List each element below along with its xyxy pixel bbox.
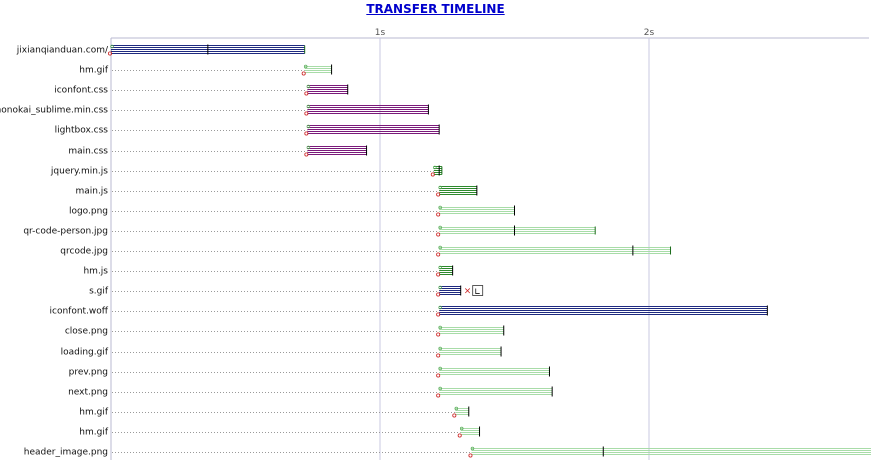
row-label: iconfont.woff <box>50 307 109 317</box>
row-label: hm.gif <box>79 428 109 438</box>
request-dot-icon <box>438 346 442 351</box>
timeline-row: close.png <box>65 325 505 337</box>
start-dot-icon <box>108 51 113 56</box>
start-dot-icon <box>436 312 441 317</box>
timeline-row: lightbox.css <box>55 124 440 136</box>
row-label: jixianqianduan.com/ <box>16 46 109 56</box>
start-dot-icon <box>436 332 441 337</box>
start-dot-icon <box>436 272 441 277</box>
start-dot-icon <box>304 131 309 136</box>
timeline-row: iconfont.css <box>54 84 349 96</box>
row-label: loading.gif <box>61 348 109 358</box>
row-label: iconfont.css <box>54 86 108 96</box>
request-dot-icon <box>110 44 114 49</box>
row-label: prev.png <box>69 368 108 378</box>
start-dot-icon <box>430 172 435 177</box>
start-dot-icon <box>301 71 306 76</box>
request-dot-icon <box>306 104 311 109</box>
start-dot-icon <box>436 373 441 378</box>
start-dot-icon <box>436 212 441 217</box>
timeline-row: iconfont.woff <box>50 305 768 317</box>
request-dot-icon <box>459 426 464 431</box>
request-dot-icon <box>306 84 311 89</box>
timeline-row: qr-code-person.jpg <box>23 225 596 237</box>
row-label: lightbox.css <box>55 126 109 136</box>
start-dot-icon <box>436 353 441 358</box>
row-label: hm.gif <box>79 66 109 76</box>
row-label: hm.gif <box>79 408 109 418</box>
row-label: qrcode.jpg <box>60 247 108 257</box>
info-box-icon <box>472 285 484 296</box>
request-dot-icon <box>306 145 311 150</box>
timeline-row: next.png <box>68 386 553 398</box>
request-dot-icon <box>438 305 442 310</box>
timeline-row: loading.gif <box>61 346 502 358</box>
start-dot-icon <box>436 192 441 197</box>
timeline-row: s.gif × <box>89 285 484 297</box>
timeline-row: hm.gif <box>79 426 481 438</box>
request-dot-icon <box>438 386 442 391</box>
start-dot-icon <box>436 292 441 297</box>
timeline-row: qrcode.jpg <box>60 245 672 257</box>
request-dot-icon <box>438 225 442 230</box>
start-dot-icon <box>468 453 473 458</box>
request-dot-icon <box>438 285 442 290</box>
row-label: monokai_sublime.min.css <box>0 106 108 116</box>
cancel-x-icon: × <box>464 287 472 297</box>
request-dot-icon <box>433 165 437 170</box>
row-label: hm.js <box>83 267 108 277</box>
request-dot-icon <box>438 205 442 210</box>
start-dot-icon <box>304 91 309 96</box>
start-dot-icon <box>436 393 441 398</box>
start-dot-icon <box>452 413 457 418</box>
timeline-row: jquery.min.js <box>50 165 443 177</box>
page-title[interactable]: TRANSFER TIMELINE <box>366 2 505 16</box>
request-dot-icon <box>438 366 442 371</box>
timeline-row: monokai_sublime.min.css <box>0 104 429 116</box>
tick-label: 1s <box>375 28 386 38</box>
request-dot-icon <box>438 185 442 190</box>
request-dot-icon <box>454 406 459 411</box>
tick-label: 2s <box>644 28 655 38</box>
row-label: jquery.min.js <box>50 167 108 177</box>
info-arrow-icon <box>475 288 480 294</box>
timeline-row: jixianqianduan.com/ <box>16 44 306 56</box>
row-label: next.png <box>68 388 108 398</box>
row-label: s.gif <box>89 287 109 297</box>
request-dot-icon <box>303 64 308 69</box>
start-dot-icon <box>457 433 462 438</box>
row-label: logo.png <box>69 207 108 217</box>
timeline-row: header_image.png <box>24 446 871 458</box>
request-dot-icon <box>470 446 475 451</box>
row-label: header_image.png <box>24 448 108 458</box>
start-dot-icon <box>304 152 309 157</box>
request-dot-icon <box>306 124 311 129</box>
start-dot-icon <box>436 232 441 237</box>
request-dot-icon <box>438 245 442 250</box>
timeline-row: main.css <box>68 145 368 157</box>
timeline-row: main.js <box>75 185 478 197</box>
row-label: close.png <box>65 327 108 337</box>
row-label: main.js <box>75 187 108 197</box>
timeline-row: prev.png <box>69 366 550 378</box>
timeline-row: logo.png <box>69 205 515 217</box>
request-dot-icon <box>438 265 442 270</box>
start-dot-icon <box>304 111 309 116</box>
row-label: qr-code-person.jpg <box>23 227 108 237</box>
request-dot-icon <box>438 325 442 330</box>
timeline-row: hm.gif <box>79 64 333 76</box>
row-label: main.css <box>68 147 108 157</box>
timeline-row: hm.js <box>83 265 454 277</box>
timeline-row: hm.gif <box>79 406 470 418</box>
start-dot-icon <box>436 252 441 257</box>
